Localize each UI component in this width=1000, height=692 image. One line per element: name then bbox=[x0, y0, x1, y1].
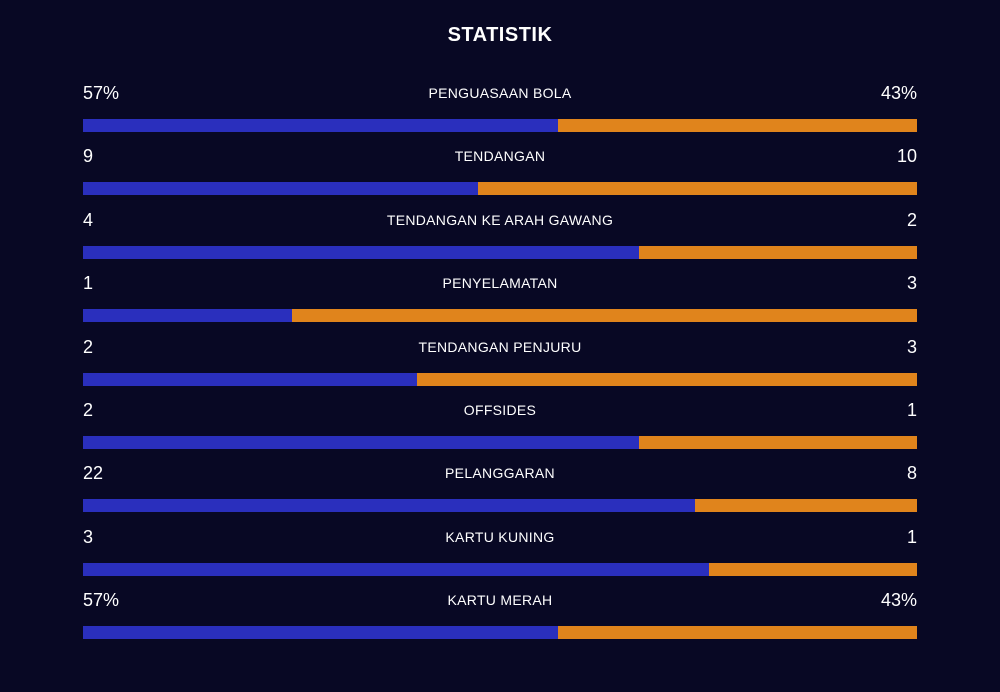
home-bar-fill bbox=[83, 182, 479, 196]
stat-row-yellow-cards: 3 KARTU KUNING 1 bbox=[83, 521, 917, 584]
stat-bar bbox=[83, 626, 917, 640]
away-value: 10 bbox=[896, 146, 917, 167]
away-bar-fill bbox=[478, 182, 917, 196]
stat-row-possession: 57% PENGUASAAN BOLA 43% bbox=[83, 77, 917, 140]
stat-bar bbox=[83, 435, 917, 449]
away-value: 1 bbox=[906, 399, 917, 420]
home-bar-fill bbox=[83, 626, 559, 640]
stat-bar bbox=[83, 119, 917, 132]
home-bar-fill bbox=[83, 245, 640, 259]
away-value: 1 bbox=[906, 526, 917, 547]
home-bar-fill bbox=[83, 119, 559, 132]
stat-bar bbox=[83, 309, 917, 323]
stat-bar bbox=[83, 372, 917, 386]
away-bar-fill bbox=[639, 435, 917, 449]
stat-header: 3 KARTU KUNING 1 bbox=[83, 521, 917, 555]
stat-bar bbox=[83, 182, 917, 196]
stat-bar bbox=[83, 562, 917, 576]
stat-label: TENDANGAN bbox=[454, 148, 546, 165]
stat-header: 57% PENGUASAAN BOLA 43% bbox=[83, 77, 917, 111]
stat-row-saves: 1 PENYELAMATAN 3 bbox=[83, 267, 917, 330]
stat-bar bbox=[83, 245, 917, 259]
home-bar-fill bbox=[83, 499, 695, 513]
stats-list: 57% PENGUASAAN BOLA 43% 9 TENDANGAN 10 4… bbox=[83, 77, 917, 648]
stat-row-shots: 9 TENDANGAN 10 bbox=[83, 140, 917, 203]
home-bar-fill bbox=[83, 562, 709, 576]
stat-header: 1 PENYELAMATAN 3 bbox=[83, 267, 917, 301]
away-bar-fill bbox=[708, 562, 917, 576]
stat-label: PENGUASAAN BOLA bbox=[428, 85, 572, 101]
home-bar-fill bbox=[83, 372, 417, 386]
away-bar-fill bbox=[416, 372, 917, 386]
away-value: 3 bbox=[906, 273, 917, 294]
away-value: 43% bbox=[880, 590, 917, 611]
stat-header: 4 TENDANGAN KE ARAH GAWANG 2 bbox=[83, 204, 917, 238]
stat-label: PELANGGARAN bbox=[445, 465, 555, 482]
stat-header: 22 PELANGGARAN 8 bbox=[83, 457, 917, 491]
away-value: 8 bbox=[906, 463, 917, 484]
away-value: 43% bbox=[880, 83, 917, 103]
stat-row-shots-on-target: 4 TENDANGAN KE ARAH GAWANG 2 bbox=[83, 204, 917, 267]
away-bar-fill bbox=[291, 309, 917, 323]
away-bar-fill bbox=[558, 119, 917, 132]
home-bar-fill bbox=[83, 435, 640, 449]
stat-header: 57% KARTU MERAH 43% bbox=[83, 584, 917, 618]
stat-row-fouls: 22 PELANGGARAN 8 bbox=[83, 457, 917, 520]
home-value: 22 bbox=[83, 463, 104, 484]
home-value: 57% bbox=[83, 83, 120, 103]
away-bar-fill bbox=[639, 245, 917, 259]
home-value: 1 bbox=[83, 273, 94, 294]
home-bar-fill bbox=[83, 309, 292, 323]
stat-label: OFFSIDES bbox=[463, 401, 537, 418]
stat-header: 2 OFFSIDES 1 bbox=[83, 394, 917, 428]
stat-label: KARTU MERAH bbox=[447, 592, 553, 609]
away-value: 2 bbox=[906, 209, 917, 230]
home-value: 2 bbox=[83, 336, 94, 357]
home-value: 2 bbox=[83, 399, 94, 420]
stat-label: PENYELAMATAN bbox=[442, 275, 558, 292]
stat-label: TENDANGAN PENJURU bbox=[418, 338, 582, 355]
stat-bar bbox=[83, 499, 917, 513]
home-value: 3 bbox=[83, 526, 94, 547]
home-value: 4 bbox=[83, 209, 94, 230]
home-value: 57% bbox=[83, 590, 120, 611]
stat-header: 2 TENDANGAN PENJURU 3 bbox=[83, 331, 917, 365]
away-bar-fill bbox=[694, 499, 917, 513]
stat-label: KARTU KUNING bbox=[445, 528, 555, 545]
away-bar-fill bbox=[558, 626, 917, 640]
stat-label: TENDANGAN KE ARAH GAWANG bbox=[386, 211, 614, 228]
home-value: 9 bbox=[83, 146, 94, 167]
stat-header: 9 TENDANGAN 10 bbox=[83, 140, 917, 174]
away-value: 3 bbox=[906, 336, 917, 357]
stat-row-red-cards: 57% KARTU MERAH 43% bbox=[83, 584, 917, 647]
stat-row-corners: 2 TENDANGAN PENJURU 3 bbox=[83, 331, 917, 394]
stat-row-offsides: 2 OFFSIDES 1 bbox=[83, 394, 917, 457]
page-title: STATISTIK bbox=[447, 24, 553, 46]
